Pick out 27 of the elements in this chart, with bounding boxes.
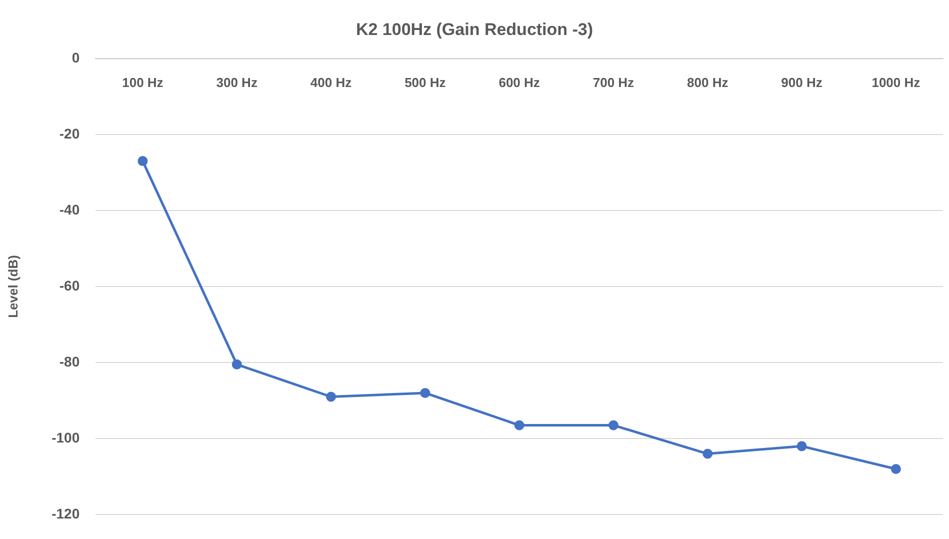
point: [608, 420, 618, 430]
point: [796, 441, 807, 452]
x-tick-label: 500 Hz: [404, 74, 446, 90]
x-tick-label: 800 Hz: [687, 74, 729, 90]
x-tick-label: 100 Hz: [122, 74, 164, 90]
x-tick-label: 700 Hz: [592, 74, 635, 90]
y-tick-label: -60: [59, 277, 80, 294]
x-tick-label: 300 Hz: [216, 74, 258, 90]
x-tick-label: 400 Hz: [310, 74, 352, 90]
point: [232, 359, 242, 370]
point: [420, 388, 430, 398]
x-tick-label: 900 Hz: [781, 74, 823, 90]
y-tick-label: -80: [59, 353, 80, 370]
y-axis-title: Level (dB): [5, 255, 20, 318]
chart-title: K2 100Hz (Gain Reduction -3): [356, 20, 594, 39]
y-tick-label: -120: [52, 505, 80, 522]
x-tick-label: 600 Hz: [498, 74, 540, 90]
point: [326, 392, 336, 402]
point: [138, 156, 148, 166]
point: [702, 448, 713, 459]
y-tick-label: -20: [59, 125, 80, 142]
y-tick-label: -40: [59, 201, 80, 218]
y-tick-label: 0: [72, 49, 80, 66]
point: [890, 464, 901, 474]
x-tick-label: 1000 Hz: [872, 74, 921, 90]
point: [514, 420, 524, 430]
y-tick-label: -100: [52, 429, 80, 446]
